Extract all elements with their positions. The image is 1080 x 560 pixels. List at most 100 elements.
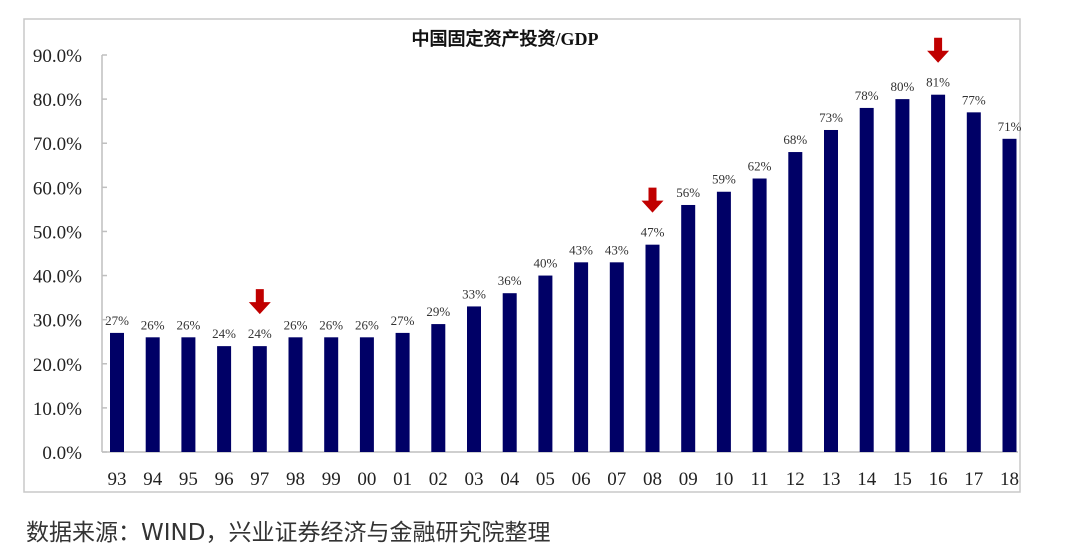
- x-tick-label: 09: [679, 469, 698, 490]
- y-tick-label: 50.0%: [33, 222, 82, 243]
- data-label: 26%: [176, 317, 200, 332]
- bar-93: [110, 332, 124, 452]
- x-tick-label: 16: [929, 469, 948, 490]
- y-tick-label: 10.0%: [33, 399, 82, 420]
- chart-title: 中国固定资产投资/GDP: [412, 28, 599, 49]
- y-tick-label: 70.0%: [33, 134, 82, 155]
- bar-98: [288, 337, 303, 452]
- data-labels: 27% 26% 26% 24% 24% 26% 26% 26% 27% 29% 33% 36% 40% 4…: [105, 75, 1022, 341]
- y-tick-label: 40.0%: [33, 267, 82, 288]
- data-label: 27%: [391, 313, 415, 328]
- x-tick-label: 93: [108, 469, 127, 490]
- source-note: 数据来源：WIND，兴业证券经济与金融研究院整理: [26, 520, 551, 546]
- x-tick-label: 03: [465, 469, 484, 490]
- x-axis: 93 94 95 96 97 98 99 00 01 02 03 04 05 06 07 08 09 10 11 12…: [108, 469, 1020, 490]
- data-label: 24%: [248, 326, 272, 341]
- bar-97: [252, 346, 267, 452]
- bar-10: [716, 191, 731, 452]
- x-tick-label: 00: [357, 469, 376, 490]
- data-label: 26%: [284, 317, 308, 332]
- x-tick-label: 97: [250, 469, 269, 490]
- bar-95: [181, 337, 196, 452]
- bar-13: [824, 129, 838, 452]
- x-tick-label: 10: [714, 469, 733, 490]
- bar-01: [395, 332, 410, 452]
- bar-09: [681, 204, 696, 452]
- down-arrow-icon: [927, 37, 950, 63]
- y-tick-label: 60.0%: [33, 178, 82, 199]
- bar-18: [1002, 138, 1017, 453]
- data-label: 26%: [141, 317, 165, 332]
- data-label: 43%: [569, 242, 593, 257]
- data-label: 68%: [783, 132, 807, 147]
- bar-17: [966, 112, 981, 452]
- y-tick-label: 80.0%: [33, 90, 82, 111]
- x-tick-label: 96: [215, 469, 234, 490]
- x-tick-label: 94: [143, 469, 163, 490]
- bar-11: [752, 178, 767, 452]
- annotations: [248, 37, 950, 315]
- y-axis: 0.0% 10.0% 20.0% 30.0% 40.0% 50.0% 60.0% 70.0% 8…: [33, 46, 1018, 464]
- x-tick-label: 06: [572, 469, 591, 490]
- bar-08: [645, 244, 660, 452]
- x-tick-label: 15: [893, 469, 912, 490]
- bar-04: [502, 293, 517, 452]
- data-label: 80%: [890, 79, 914, 94]
- data-label: 24%: [212, 326, 236, 341]
- bar-14: [859, 107, 874, 452]
- x-tick-label: 04: [500, 469, 520, 490]
- y-tick-label: 0.0%: [42, 443, 82, 464]
- data-label: 36%: [498, 273, 522, 288]
- y-tick-label: 90.0%: [33, 46, 82, 67]
- data-label: 29%: [426, 304, 450, 319]
- bar-00: [359, 337, 374, 452]
- data-label: 77%: [962, 92, 986, 107]
- data-label: 43%: [605, 242, 629, 257]
- x-tick-label: 13: [822, 469, 841, 490]
- data-label: 33%: [462, 286, 486, 301]
- data-label: 59%: [712, 172, 736, 187]
- bar-02: [431, 324, 446, 452]
- x-tick-label: 11: [750, 469, 768, 490]
- data-label: 47%: [641, 225, 665, 240]
- down-arrow-icon: [641, 187, 664, 213]
- bar-12: [788, 152, 803, 453]
- chart-frame: [23, 18, 1021, 493]
- bar-15: [895, 99, 910, 452]
- bar-94: [145, 337, 160, 452]
- data-label: 78%: [855, 88, 879, 103]
- x-tick-label: 02: [429, 469, 448, 490]
- bar-03: [467, 306, 481, 452]
- data-label: 62%: [748, 159, 772, 174]
- y-tick-label: 20.0%: [33, 355, 82, 376]
- x-tick-label: 18: [1000, 469, 1019, 490]
- x-tick-label: 14: [857, 469, 877, 490]
- data-label: 71%: [998, 119, 1022, 134]
- x-tick-label: 07: [607, 469, 626, 490]
- x-tick-label: 17: [964, 469, 983, 490]
- data-label: 26%: [319, 317, 343, 332]
- data-label: 73%: [819, 110, 843, 125]
- data-label: 56%: [676, 185, 700, 200]
- down-arrow-icon: [248, 289, 271, 315]
- x-tick-label: 08: [643, 469, 662, 490]
- x-tick-label: 95: [179, 469, 198, 490]
- x-tick-label: 98: [286, 469, 305, 490]
- data-label: 26%: [355, 317, 379, 332]
- bar-96: [217, 346, 232, 452]
- x-tick-label: 99: [322, 469, 341, 490]
- x-tick-label: 01: [393, 469, 412, 490]
- x-tick-label: 05: [536, 469, 555, 490]
- bars: [110, 94, 1017, 453]
- bar-06: [574, 262, 589, 452]
- bar-99: [324, 337, 339, 452]
- y-tick-label: 30.0%: [33, 311, 82, 332]
- x-tick-label: 12: [786, 469, 805, 490]
- data-label: 40%: [533, 256, 557, 271]
- bar-16: [931, 94, 946, 452]
- bar-05: [538, 275, 553, 452]
- data-label: 81%: [926, 75, 950, 90]
- data-label: 27%: [105, 313, 129, 328]
- bar-07: [609, 262, 624, 452]
